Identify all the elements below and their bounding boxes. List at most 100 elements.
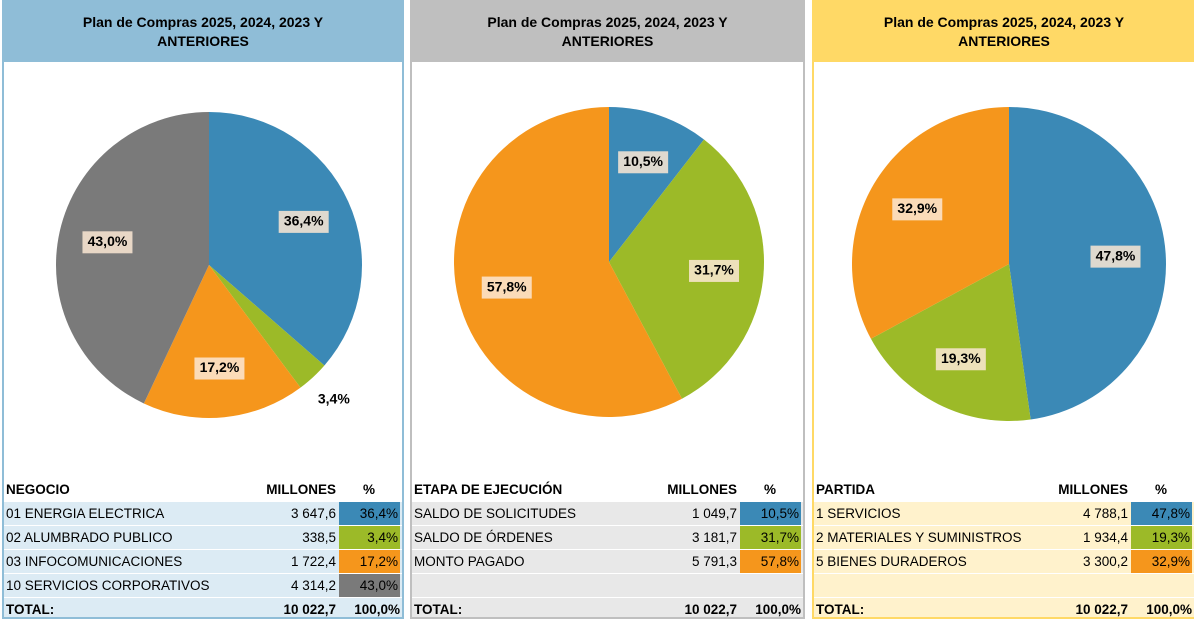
table-row: MONTO PAGADO 5 791,3 57,8% (412, 549, 803, 573)
col-header: MILLONES (266, 482, 336, 497)
label-bg (1090, 245, 1141, 268)
slice-label: 3,4% (318, 390, 350, 406)
row-name: MONTO PAGADO (414, 554, 525, 569)
col-header: % (363, 482, 376, 497)
label-bg (618, 151, 669, 174)
total-label: TOTAL: (816, 602, 865, 617)
col-header: % (1155, 482, 1168, 497)
pie-slice (1009, 107, 1166, 420)
table-row: 03 INFOCOMUNICACIONES 1 722,4 17,2% (4, 549, 402, 573)
table-header: ETAPA DE EJECUCIÓN MILLONES% (412, 478, 803, 501)
row-pct: 17,2% (339, 550, 400, 573)
label-bg (82, 231, 133, 254)
label-bg (278, 210, 329, 233)
row-name: 10 SERVICIOS CORPORATIVOS (6, 578, 210, 593)
pie-slice (609, 107, 705, 262)
row-pct: 10,5% (740, 502, 801, 525)
slice-label: 57,8% (487, 278, 527, 294)
col-header: MILLONES (667, 482, 737, 497)
pie-slice (609, 139, 764, 399)
row-millions: 1 934,4 (1082, 530, 1128, 545)
row-pct: 3,4% (339, 526, 400, 549)
label-bg (689, 259, 740, 282)
row-pct: 19,3% (1131, 526, 1192, 549)
total-millions: 10 022,7 (283, 602, 336, 617)
pie-slice (870, 264, 1031, 421)
pie-chart: 47,8% 19,3% 32,9% (851, 106, 1166, 421)
row-millions: 3 300,2 (1082, 554, 1128, 569)
total-pct: 100,0% (755, 602, 801, 617)
pie-slice (209, 265, 325, 388)
data-table: PARTIDA MILLONES% 1 SERVICIOS 4 788,1 47,8% 2… (814, 478, 1194, 617)
pie-slice (453, 107, 682, 417)
panel-title: Plan de Compras 2025, 2024, 2023 Y ANTER… (4, 2, 402, 62)
row-millions: 3 181,7 (691, 530, 737, 545)
table-total: TOTAL: 10 022,7 100,0% (4, 597, 402, 617)
label-bg (892, 198, 943, 221)
row-pct: 47,8% (1131, 502, 1192, 525)
row-name: 03 INFOCOMUNICACIONES (6, 554, 183, 569)
total-millions: 10 022,7 (1075, 602, 1128, 617)
table-total: TOTAL: 10 022,7 100,0% (412, 597, 803, 617)
row-pct: 32,9% (1131, 550, 1192, 573)
pie-slice (143, 265, 301, 418)
col-header: % (764, 482, 777, 497)
label-bg (481, 276, 532, 299)
slice-label: 32,9% (897, 200, 937, 216)
table-row: SALDO DE SOLICITUDES 1 049,7 10,5% (412, 501, 803, 525)
row-name: 5 BIENES DURADEROS (816, 554, 967, 569)
slice-label: 36,4% (284, 213, 324, 229)
total-label: TOTAL: (414, 602, 463, 617)
table-row: SALDO DE ÓRDENES 3 181,7 31,7% (412, 525, 803, 549)
table-row: 10 SERVICIOS CORPORATIVOS 4 314,2 43,0% (4, 573, 402, 597)
pie-slice (851, 106, 1009, 339)
panel: Plan de Compras 2025, 2024, 2023 Y ANTER… (410, 0, 805, 619)
row-name: 01 ENERGIA ELECTRICA (6, 506, 165, 521)
col-header: PARTIDA (816, 482, 875, 497)
row-pct: 57,8% (740, 550, 801, 573)
table-header: PARTIDA MILLONES% (814, 478, 1194, 501)
label-bg (935, 348, 986, 371)
panel-title: Plan de Compras 2025, 2024, 2023 Y ANTER… (814, 2, 1194, 62)
slice-label: 47,8% (1096, 247, 1136, 263)
pie-slice (209, 112, 362, 366)
slice-label: 10,5% (623, 153, 663, 169)
panel-title: Plan de Compras 2025, 2024, 2023 Y ANTER… (412, 2, 803, 62)
table-total: TOTAL: 10 022,7 100,0% (814, 597, 1194, 617)
table-row: 2 MATERIALES Y SUMINISTROS 1 934,4 19,3% (814, 525, 1194, 549)
row-name: SALDO DE ÓRDENES (414, 530, 553, 545)
row-name: 02 ALUMBRADO PUBLICO (6, 530, 173, 545)
table-row: 1 SERVICIOS 4 788,1 47,8% (814, 501, 1194, 525)
slice-label: 17,2% (200, 359, 240, 375)
data-table: ETAPA DE EJECUCIÓN MILLONES% SALDO DE SOLI… (412, 478, 803, 617)
total-pct: 100,0% (354, 602, 400, 617)
slice-label: 31,7% (694, 262, 734, 278)
row-name: SALDO DE SOLICITUDES (414, 506, 577, 521)
table-row (814, 573, 1194, 597)
pie-chart: 36,4% 3,4% 17,2% 43,0% (55, 112, 362, 418)
row-name: 1 SERVICIOS (816, 506, 901, 521)
row-millions: 3 647,6 (290, 506, 336, 521)
data-table: NEGOCIO MILLONES% 01 ENERGIA ELECTRICA 3 64… (4, 478, 402, 617)
total-label: TOTAL: (6, 602, 55, 617)
row-millions: 4 788,1 (1082, 506, 1128, 521)
row-name: 2 MATERIALES Y SUMINISTROS (816, 530, 1022, 545)
table-row: 02 ALUMBRADO PUBLICO 338,5 3,4% (4, 525, 402, 549)
slice-label: 43,0% (88, 233, 128, 249)
row-millions: 1 722,4 (290, 554, 336, 569)
title-text: Plan de Compras 2025, 2024, 2023 Y ANTER… (487, 14, 728, 49)
panel: Plan de Compras 2025, 2024, 2023 Y ANTER… (812, 0, 1194, 619)
label-bg (194, 357, 245, 380)
pie-chart: 10,5% 31,7% 57,8% (453, 107, 764, 417)
table-row (412, 573, 803, 597)
row-millions: 338,5 (302, 530, 336, 545)
pie-slice (55, 112, 209, 404)
row-millions: 4 314,2 (290, 578, 336, 593)
total-pct: 100,0% (1146, 602, 1192, 617)
row-pct: 31,7% (740, 526, 801, 549)
col-header: ETAPA DE EJECUCIÓN (414, 482, 563, 497)
title-text: Plan de Compras 2025, 2024, 2023 Y ANTER… (82, 14, 324, 49)
col-header: MILLONES (1058, 482, 1128, 497)
table-header: NEGOCIO MILLONES% (4, 478, 402, 501)
